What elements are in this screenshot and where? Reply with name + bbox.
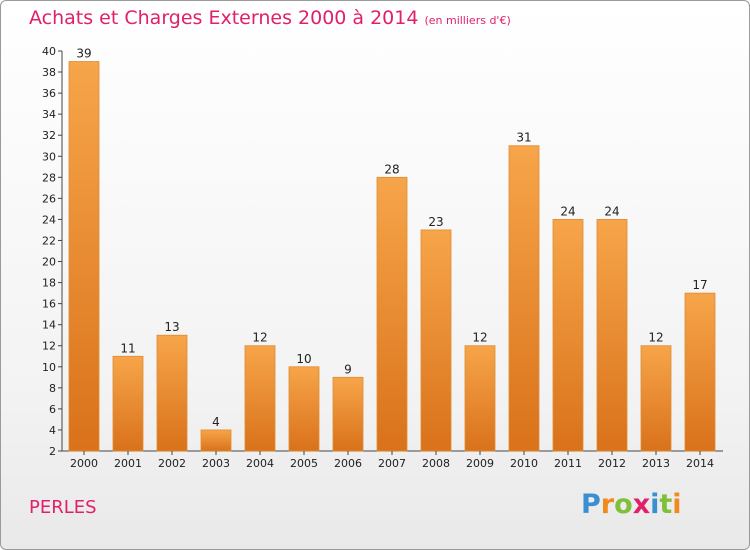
y-tick-label: 34 xyxy=(42,108,56,121)
bar xyxy=(68,61,100,452)
chart-title-text: Achats et Charges Externes 2000 à 2014 xyxy=(29,7,419,29)
chart-subtitle: (en milliers d'€) xyxy=(424,14,511,27)
logo-letter: t xyxy=(659,489,673,520)
bar-value-label: 17 xyxy=(692,278,707,292)
y-tick-label: 22 xyxy=(42,234,56,247)
x-tick-label: 2011 xyxy=(554,457,582,470)
x-tick-label: 2008 xyxy=(422,457,450,470)
y-tick-label: 30 xyxy=(42,150,56,163)
x-tick-label: 2010 xyxy=(510,457,538,470)
logo-letter: i xyxy=(672,489,682,520)
y-tick-label: 26 xyxy=(42,192,56,205)
x-tick-label: 2013 xyxy=(642,457,670,470)
logo-letter: x xyxy=(632,489,651,520)
bar xyxy=(332,376,364,452)
y-tick-label: 18 xyxy=(42,277,56,290)
proxiti-logo[interactable]: Proxiti xyxy=(581,489,682,520)
x-tick-label: 2007 xyxy=(378,457,406,470)
x-tick-label: 2006 xyxy=(334,457,362,470)
y-tick-label: 24 xyxy=(42,213,56,226)
chart-title: Achats et Charges Externes 2000 à 2014 (e… xyxy=(29,7,511,29)
y-tick-label: 14 xyxy=(42,319,56,332)
bar-value-label: 10 xyxy=(296,352,311,366)
logo-letter: i xyxy=(650,489,660,520)
bar-value-label: 12 xyxy=(472,331,487,345)
x-tick-label: 2009 xyxy=(466,457,494,470)
bar xyxy=(376,176,408,452)
bar xyxy=(464,345,496,452)
logo-letter: o xyxy=(614,489,633,520)
bar xyxy=(420,229,452,452)
x-tick-label: 2001 xyxy=(114,457,142,470)
bar-value-label: 24 xyxy=(604,204,619,218)
y-tick-label: 4 xyxy=(49,424,56,437)
x-tick-label: 2005 xyxy=(290,457,318,470)
logo-letter: r xyxy=(600,489,615,520)
bar-value-label: 13 xyxy=(164,320,179,334)
logo-letter: P xyxy=(581,489,601,520)
bar xyxy=(244,345,276,452)
x-tick-label: 2004 xyxy=(246,457,274,470)
y-tick-label: 8 xyxy=(49,382,56,395)
bar xyxy=(640,345,672,452)
bar-value-label: 12 xyxy=(648,331,663,345)
bar-value-label: 9 xyxy=(344,362,352,376)
bar xyxy=(508,145,540,452)
y-tick-label: 38 xyxy=(42,66,56,79)
bar-value-label: 28 xyxy=(384,162,399,176)
bar-value-label: 11 xyxy=(120,341,135,355)
bar xyxy=(112,355,144,452)
x-tick-label: 2002 xyxy=(158,457,186,470)
y-tick-label: 10 xyxy=(42,361,56,374)
y-tick-label: 6 xyxy=(49,403,56,416)
bar xyxy=(596,219,628,452)
bar xyxy=(552,219,584,452)
bar xyxy=(684,292,716,452)
y-tick-label: 2 xyxy=(49,445,56,458)
bar-value-label: 24 xyxy=(560,204,575,218)
y-tick-label: 28 xyxy=(42,171,56,184)
bar xyxy=(288,366,320,452)
y-tick-label: 32 xyxy=(42,129,56,142)
bar-value-label: 39 xyxy=(76,47,91,61)
bar-value-label: 12 xyxy=(252,331,267,345)
place-name: PERLES xyxy=(29,497,97,518)
y-tick-label: 20 xyxy=(42,256,56,269)
x-tick-label: 2003 xyxy=(202,457,230,470)
bar xyxy=(156,334,188,452)
y-tick-label: 40 xyxy=(42,45,56,58)
x-tick-label: 2000 xyxy=(70,457,98,470)
x-tick-label: 2012 xyxy=(598,457,626,470)
x-tick-label: 2014 xyxy=(686,457,714,470)
bar-value-label: 4 xyxy=(212,415,220,429)
bar-value-label: 31 xyxy=(516,131,531,145)
y-tick-label: 16 xyxy=(42,298,56,311)
bar-value-label: 23 xyxy=(428,215,443,229)
y-tick-label: 36 xyxy=(42,87,56,100)
bar xyxy=(200,429,232,452)
y-tick-label: 12 xyxy=(42,340,56,353)
